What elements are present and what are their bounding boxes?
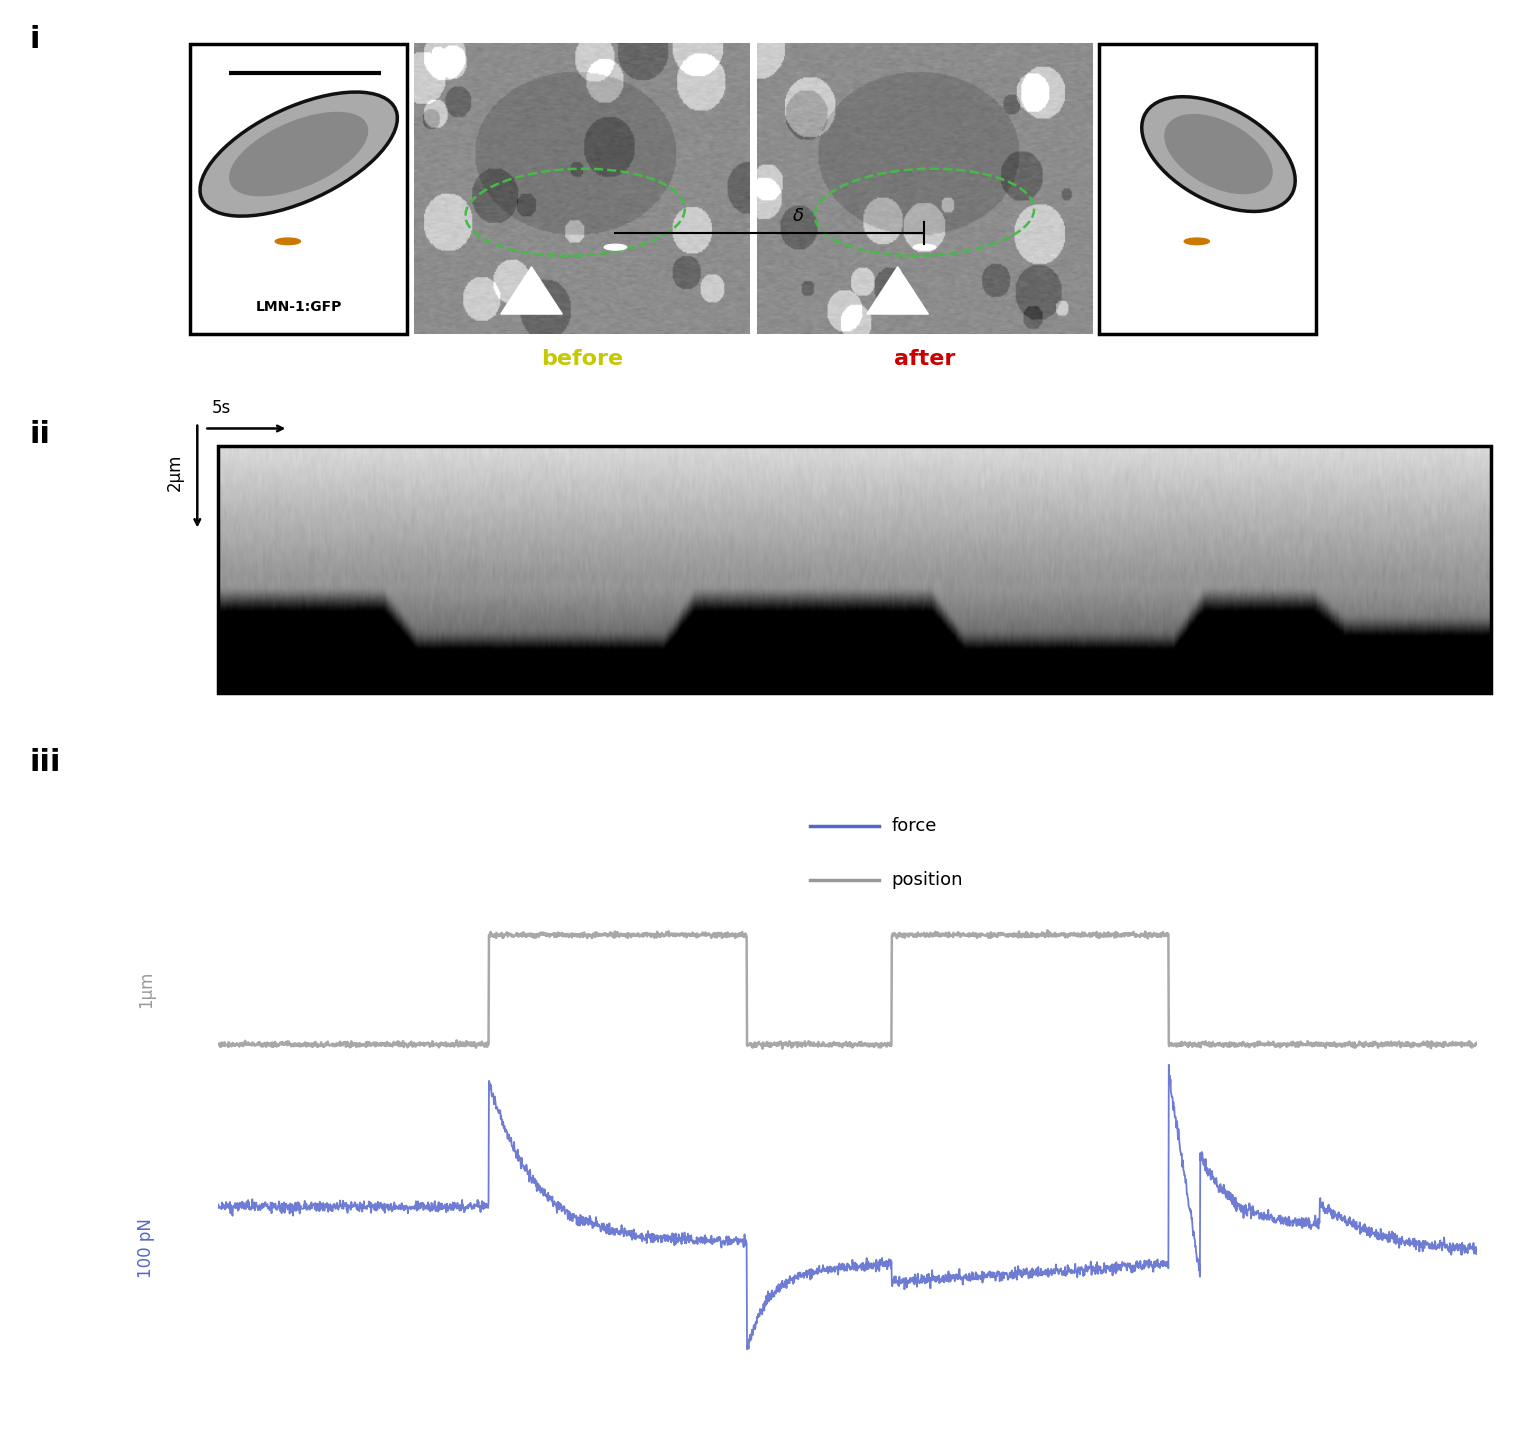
Text: i: i xyxy=(29,26,40,55)
Ellipse shape xyxy=(201,93,397,215)
Text: after: after xyxy=(894,348,955,369)
Ellipse shape xyxy=(1142,97,1295,211)
Text: ii: ii xyxy=(29,419,50,448)
Circle shape xyxy=(275,239,301,244)
Text: δ: δ xyxy=(792,207,804,226)
Circle shape xyxy=(914,244,936,250)
Text: iii: iii xyxy=(29,748,61,777)
Circle shape xyxy=(605,244,626,250)
FancyBboxPatch shape xyxy=(190,43,407,334)
Polygon shape xyxy=(500,268,562,314)
Text: LMN-1:GFP: LMN-1:GFP xyxy=(255,301,342,314)
FancyBboxPatch shape xyxy=(1099,43,1316,334)
Text: 5s: 5s xyxy=(211,399,231,416)
Circle shape xyxy=(1184,239,1210,244)
Ellipse shape xyxy=(1164,114,1272,194)
Text: before: before xyxy=(541,348,623,369)
Polygon shape xyxy=(866,268,929,314)
Ellipse shape xyxy=(230,111,368,197)
Text: 2μm: 2μm xyxy=(166,454,184,490)
